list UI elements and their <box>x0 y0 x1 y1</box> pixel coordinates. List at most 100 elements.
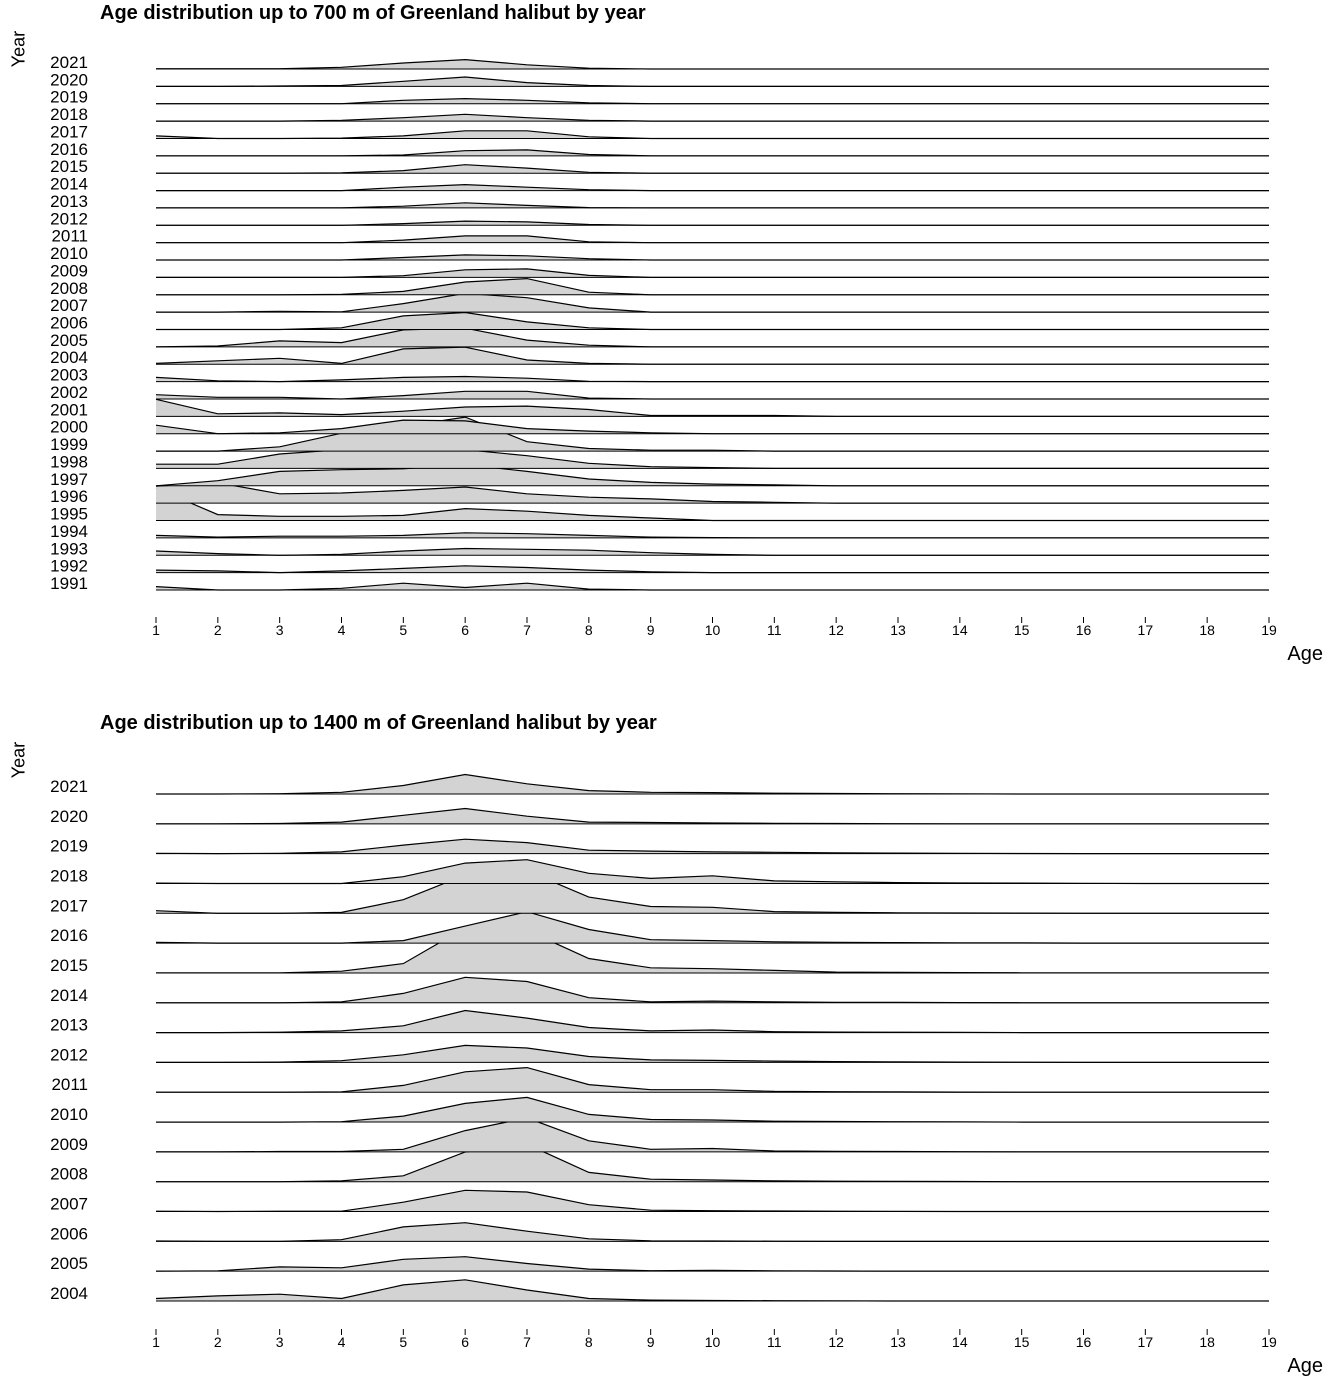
ridgeline-plot: 1991199219931994199519961997199819992000… <box>50 53 1277 638</box>
y-tick-label: 2005 <box>50 1254 88 1273</box>
x-tick-label: 13 <box>890 1334 906 1350</box>
ridge-line-2006 <box>156 311 1269 331</box>
y-tick-label: 1997 <box>50 470 88 489</box>
y-tick-label: 2021 <box>50 777 88 796</box>
y-tick-label: 2006 <box>50 1224 88 1243</box>
ridge-area-1996 <box>156 482 1269 504</box>
y-tick-label: 2009 <box>50 1135 88 1154</box>
y-tick-label: 1992 <box>50 557 88 576</box>
x-tick-label: 14 <box>952 622 968 638</box>
y-tick-label: 2010 <box>50 1105 88 1124</box>
ridge-area-2019 <box>156 98 1269 104</box>
x-tick-label: 2 <box>214 622 222 638</box>
y-tick-label: 2011 <box>51 1075 88 1094</box>
chart-panel-1400m: Age distribution up to 1400 m of Greenla… <box>0 710 1343 1379</box>
chart-title: Age distribution up to 700 m of Greenlan… <box>100 2 646 24</box>
x-axis-label: Age <box>1287 643 1323 665</box>
ridge-area-2016 <box>156 911 1269 944</box>
x-tick-label: 16 <box>1076 622 1092 638</box>
ridge-area-2006 <box>156 1222 1269 1242</box>
ridge-area-1994 <box>156 532 1269 538</box>
ridge-line-2017 <box>155 130 1269 140</box>
ridge-area-1991 <box>156 583 1269 590</box>
ridge-area-2017 <box>156 130 1269 139</box>
ridge-line-2010 <box>156 254 1269 261</box>
ridge-area-2010 <box>156 1097 1269 1123</box>
x-tick-label: 11 <box>767 622 782 638</box>
ridge-area-2014 <box>156 184 1269 191</box>
ridge-area-2021 <box>156 59 1269 69</box>
ridge-area-2008 <box>156 1144 1269 1182</box>
y-tick-label: 2008 <box>50 1165 88 1184</box>
x-tick-label: 17 <box>1138 1334 1154 1350</box>
ridge-line-2019 <box>155 838 1269 855</box>
ridge-area-2021 <box>156 774 1269 794</box>
ridge-line-2016 <box>155 911 1269 944</box>
x-tick-label: 12 <box>828 1334 844 1350</box>
ridge-line-2013 <box>156 202 1269 209</box>
x-tick-label: 4 <box>338 622 346 638</box>
y-tick-label: 2002 <box>50 383 88 402</box>
ridge-area-2009 <box>156 268 1269 278</box>
ridge-area-2018 <box>156 859 1269 884</box>
ridge-line-2010 <box>156 1096 1269 1123</box>
ridge-line-2001 <box>155 398 1269 417</box>
ridge-line-2020 <box>156 807 1269 825</box>
ridge-line-2021 <box>156 58 1269 70</box>
y-tick-label: 2016 <box>50 926 88 945</box>
ridge-line-2007 <box>156 292 1269 313</box>
ridge-line-2007 <box>155 1189 1269 1213</box>
x-tick-label: 16 <box>1076 1334 1092 1350</box>
y-tick-label: 2000 <box>50 418 88 437</box>
y-tick-label: 2015 <box>50 157 88 176</box>
y-tick-label: 2004 <box>50 1284 88 1303</box>
y-tick-label: 2011 <box>51 227 88 246</box>
x-axis-label: Age <box>1287 1355 1323 1377</box>
ridge-area-2007 <box>156 293 1269 313</box>
x-axis: 1 2 3 4 5 6 7 8 9 10 11 12 13 14 15 16 17 18 19 <box>152 617 1277 638</box>
ridgeline-plot: 2004 2005 2006 2007 2008 2009 2010 2011 2012 2013… <box>50 773 1277 1350</box>
y-tick-label: 1996 <box>50 487 88 506</box>
chart-title: Age distribution up to 1400 m of Greenla… <box>100 712 657 734</box>
x-tick-label: 10 <box>705 622 721 638</box>
ridge-area-2015 <box>156 164 1269 174</box>
x-tick-label: 18 <box>1199 1334 1215 1350</box>
y-tick-label: 2007 <box>50 1195 88 1214</box>
chart-panel-700m: Age distribution up to 700 m of Greenlan… <box>9 2 1324 665</box>
y-tick-label: 2018 <box>50 866 88 885</box>
y-tick-label: 1995 <box>50 505 88 524</box>
x-tick-label: 5 <box>399 1334 407 1350</box>
ridges <box>155 773 1269 1302</box>
ridge-area-2000 <box>156 420 1269 434</box>
x-tick-label: 18 <box>1199 622 1215 638</box>
ridge-area-2013 <box>156 1010 1269 1033</box>
ridge-area-2012 <box>156 221 1269 226</box>
ridge-line-2015 <box>156 164 1269 174</box>
ridge-line-2016 <box>156 149 1269 157</box>
x-tick-label: 12 <box>828 622 844 638</box>
y-tick-label: 2019 <box>50 88 88 107</box>
ridge-area-2002 <box>156 391 1269 399</box>
y-tick-label: 2013 <box>50 1016 88 1035</box>
ridge-area-2020 <box>156 808 1269 824</box>
x-tick-label: 11 <box>767 1334 782 1350</box>
ridge-area-2005 <box>156 1256 1269 1272</box>
x-tick-label: 7 <box>523 622 531 638</box>
x-tick-label: 8 <box>585 622 593 638</box>
ridge-area-2004 <box>156 347 1269 365</box>
y-tick-label: 2014 <box>50 175 88 194</box>
ridges <box>155 58 1269 591</box>
y-tick-label: 2019 <box>50 837 88 856</box>
y-tick-label: 1993 <box>50 539 88 558</box>
ridge-area-1997 <box>156 464 1269 486</box>
y-tick-label: 2020 <box>50 70 88 89</box>
ridge-area-2017 <box>156 870 1269 914</box>
ridge-area-2004 <box>156 1279 1269 1301</box>
y-tick-label: 2014 <box>50 986 88 1005</box>
ridge-line-2009 <box>156 1117 1269 1153</box>
ridge-line-1991 <box>155 582 1269 591</box>
y-tick-label: 2004 <box>50 348 88 367</box>
y-tick-label: 2020 <box>50 807 88 826</box>
ridge-area-2007 <box>156 1190 1269 1212</box>
x-tick-label: 15 <box>1014 622 1030 638</box>
